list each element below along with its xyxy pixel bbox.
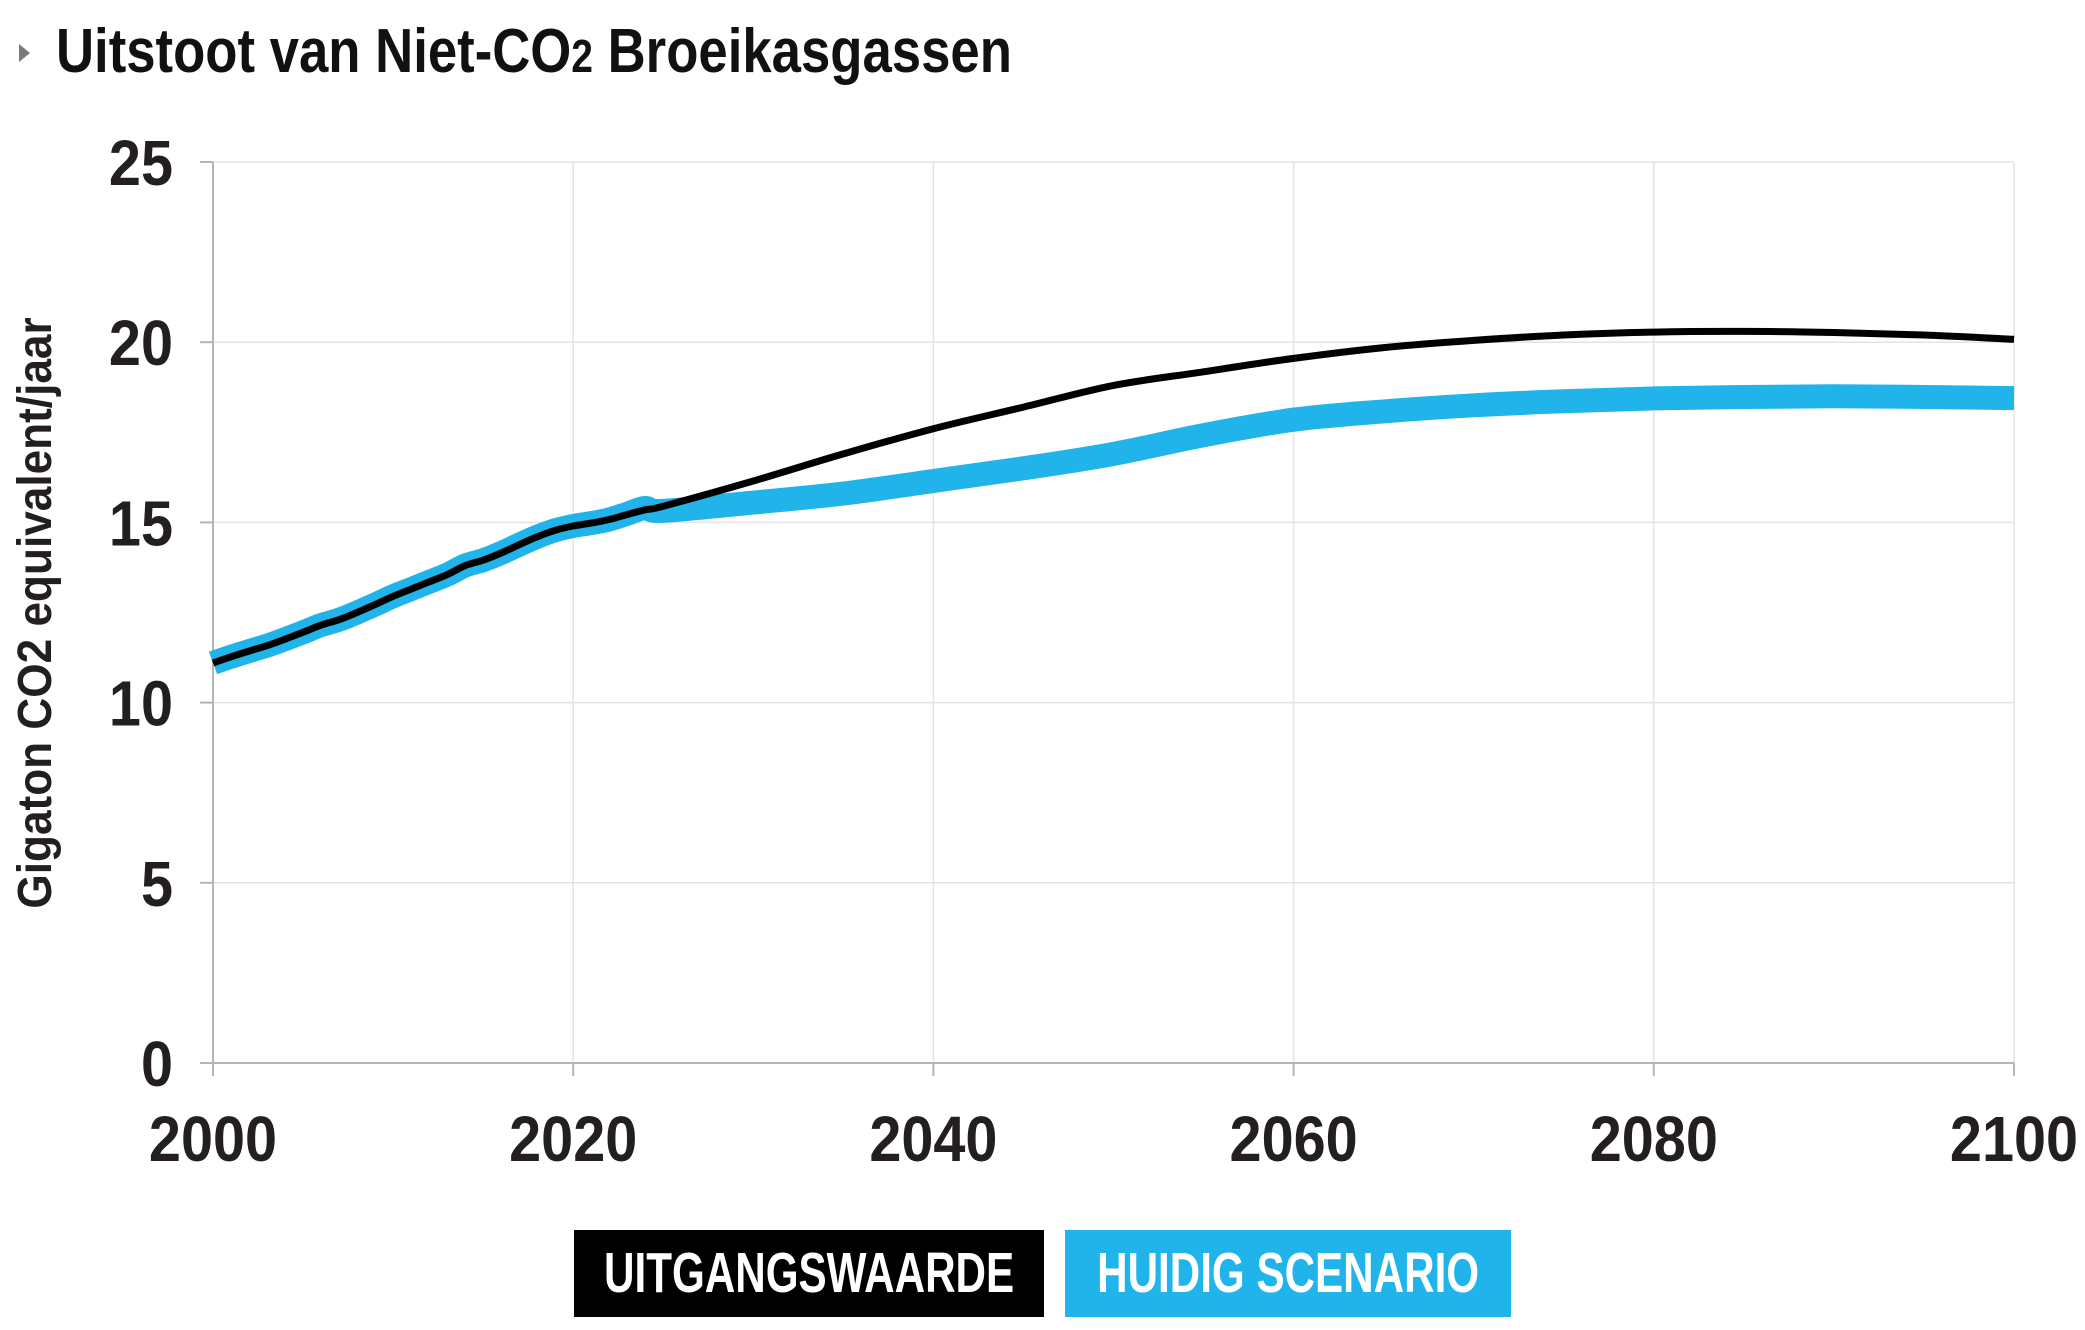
chart-title: Uitstoot van Niet-CO2 Broeikasgassen [56,17,1012,86]
y-tick-label: 10 [109,668,173,739]
legend-label-uitgangswaarde: UITGANGSWAARDE [603,1241,1015,1305]
y-axis-label: Gigaton CO2 equivalent/jaar [7,317,61,908]
legend-item-huidig-scenario: HUIDIG SCENARIO [1065,1230,1511,1317]
x-tick-label: 2080 [1590,1103,1718,1174]
grid [213,161,2015,1063]
x-tick-label: 2020 [509,1103,637,1174]
axes [200,161,2015,1076]
series-line-uitgangswaarde [211,327,2015,667]
series-lines [208,327,2015,675]
legend-label-huidig-scenario: HUIDIG SCENARIO [1097,1241,1480,1305]
y-tick-label: 0 [141,1028,173,1099]
legend-item-uitgangswaarde: UITGANGSWAARDE [574,1230,1044,1317]
tick-labels: 0 5 10 15 20 25 2000 2020 2040 2060 2080 2100 [109,127,2078,1174]
y-tick-label: 5 [141,848,173,919]
y-tick-label: 25 [109,127,173,198]
y-tick-label: 15 [109,488,173,559]
x-tick-label: 2040 [869,1103,997,1174]
x-tick-label: 2060 [1230,1103,1358,1174]
x-tick-label: 2000 [149,1103,277,1174]
series-line-huidig-scenario [208,384,2015,675]
y-tick-label: 20 [109,307,173,378]
x-tick-label: 2100 [1950,1103,2078,1174]
disclosure-triangle-icon[interactable] [19,44,30,62]
